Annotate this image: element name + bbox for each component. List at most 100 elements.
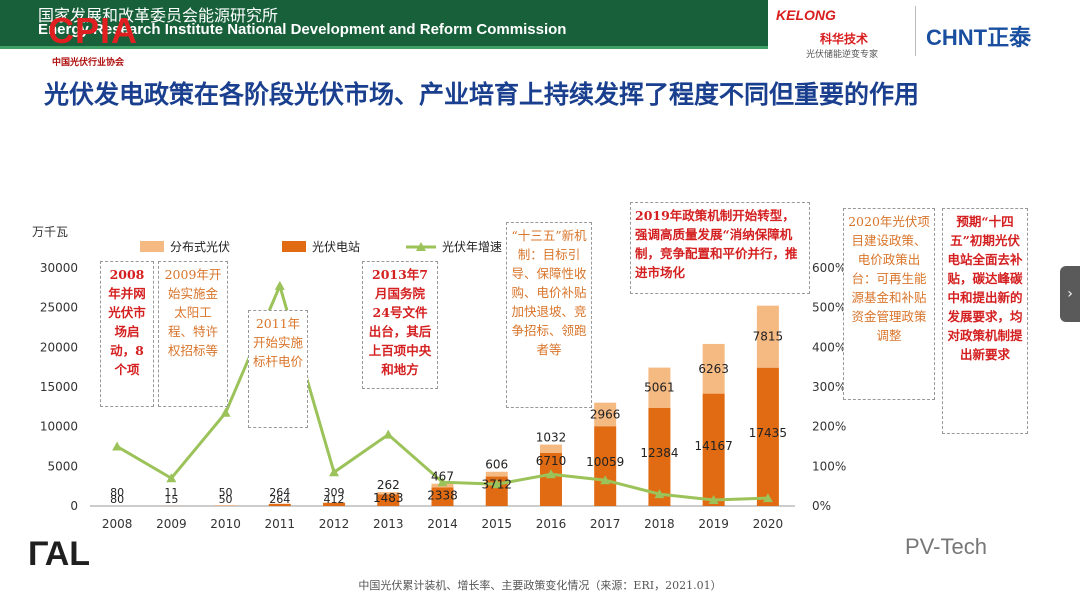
station-value-label: 17435 [749,426,787,440]
annotation-2011: 2011年开始实施标杆电价 [248,310,308,428]
axes: 万千瓦 0 5000 10000 15000 20000 25000 30000 0% 100% 2… [32,225,846,531]
growth-point [437,477,448,487]
annotation-2019: 2019年政策机制开始转型，强调高质量发展“消纳保障机制，竞争配置和平价并行，推… [630,202,810,294]
growth-point [383,429,394,439]
annotation-145: 预期“十四五”初期光伏电站全面去补贴，碳达峰碳中和提出新的发展要求，均对政策机制… [942,208,1028,434]
bar-distributed [594,402,617,427]
chint-logo: CHNT正泰 [926,25,1032,50]
growth-line [112,280,773,505]
growth-point [491,479,502,489]
cpia-name-cn: 中国光伏行业协会 [52,58,125,68]
y2-tick-label: 200% [812,420,846,434]
bar-distributed [377,492,400,495]
station-value-label: 10059 [586,455,624,469]
distributed-value-label: 2966 [590,407,621,421]
growth-point [112,441,123,451]
sponsor-logos: KELONG 科华技术 光伏储能逆变专家 CHNT正泰 [768,0,1080,62]
y-tick-label: 20000 [40,340,78,354]
legend: 分布式光伏 光伏电站 光伏年增速 [140,240,502,254]
growth-point [329,467,340,477]
distributed-value-label: 264 [269,486,290,499]
distributed-value-label: 467 [431,470,454,484]
kelong-slogan: 光伏储能逆变专家 [806,50,879,60]
x-tick-label: 2016 [536,517,567,531]
growth-point [708,495,719,505]
station-value-label: 2338 [427,488,458,502]
y-tick-label: 0 [70,499,78,513]
station-value-label: 12384 [640,446,678,460]
y-tick-label: 10000 [40,420,78,434]
bar-distributed [485,471,508,477]
growth-point [654,489,665,499]
growth-point [762,493,773,503]
watermark-logo: ΓΑL [28,535,91,573]
bar-distributed [756,305,779,368]
annotation-2009: 2009年开始实施金太阳工程、特许权招标等 [158,261,228,407]
x-tick-label: 2019 [698,517,729,531]
x-tick-label: 2017 [590,517,621,531]
legend-marker [416,242,426,251]
y-tick-label: 25000 [40,301,78,315]
annotation-2020: 2020年光伏项目建设政策、电价政策出台：可再生能源基金和补贴资金管理政策调整 [843,208,935,400]
bar-station [539,452,562,506]
watermark-text: PV-Tech [905,534,987,559]
growth-point [220,407,231,417]
legend-swatch [140,241,164,252]
distributed-value-label: 11 [164,486,178,499]
growth-point [166,473,177,483]
header-underline [0,46,1080,49]
station-value-label: 6710 [536,454,567,468]
station-value-label: 15 [164,493,178,506]
y2-tick-label: 300% [812,380,846,394]
growth-point [600,475,611,485]
y2-tick-label: 100% [812,459,846,473]
annotation-135: “十三五”新机制：目标引导、保障性收购、电价补贴加快退坡、竞争招标、领跑者等 [506,222,592,408]
legend-label: 光伏年增速 [442,240,502,254]
y-axis-label: 万千瓦 [32,225,68,239]
logo-divider [915,6,916,56]
distributed-value-label: 80 [110,486,124,499]
bar-station [323,502,346,506]
legend-label: 分布式光伏 [170,240,230,254]
side-panel-toggle[interactable]: › [1060,266,1080,322]
org-name-cn: 国家发展和改革委员会能源研究所 [38,6,279,25]
distributed-value-label: 6263 [698,362,729,376]
legend-label: 光伏电站 [312,240,360,254]
y2-tick-label: 600% [812,261,846,275]
x-tick-label: 2020 [753,517,784,531]
cpia-logo: CPIA [48,10,139,51]
y-tick-label: 15000 [40,380,78,394]
station-value-label: 412 [324,493,345,506]
bar-station [756,367,779,506]
bar-distributed [648,367,671,408]
x-tick-label: 2010 [210,517,241,531]
distributed-value-label: 5061 [644,381,675,395]
y2-tick-label: 500% [812,301,846,315]
x-tick-label: 2014 [427,517,458,531]
figure-caption: 中国光伏累计装机、增长率、主要政策变化情况（来源：ERI，2021.01） [358,579,722,592]
y-tick-label: 30000 [40,261,78,275]
station-value-label: 3712 [481,478,512,492]
y2-tick-label: 0% [812,499,831,513]
distributed-value-label: 7815 [753,330,784,344]
bar-station [702,393,725,506]
bar-station [648,407,671,506]
bar-station [594,426,617,506]
station-value-label: 1483 [373,491,404,505]
bars [160,305,779,506]
station-value-label: 80 [110,493,124,506]
bar-station [268,503,291,506]
annotation-2013: 2013年7月国务院24号文件出台，其后上百项中央和地方 [362,261,438,389]
distributed-value-label: 262 [377,478,400,492]
growth-point [274,280,285,290]
x-tick-label: 2012 [319,517,350,531]
kelong-name-cn: 科华技术 [820,32,869,46]
x-tick-label: 2011 [265,517,296,531]
growth-point [545,469,556,479]
distributed-value-label: 1032 [536,431,567,445]
kelong-logo: KELONG [776,7,836,23]
legend-swatch [282,241,306,252]
station-value-label: 14167 [695,439,733,453]
